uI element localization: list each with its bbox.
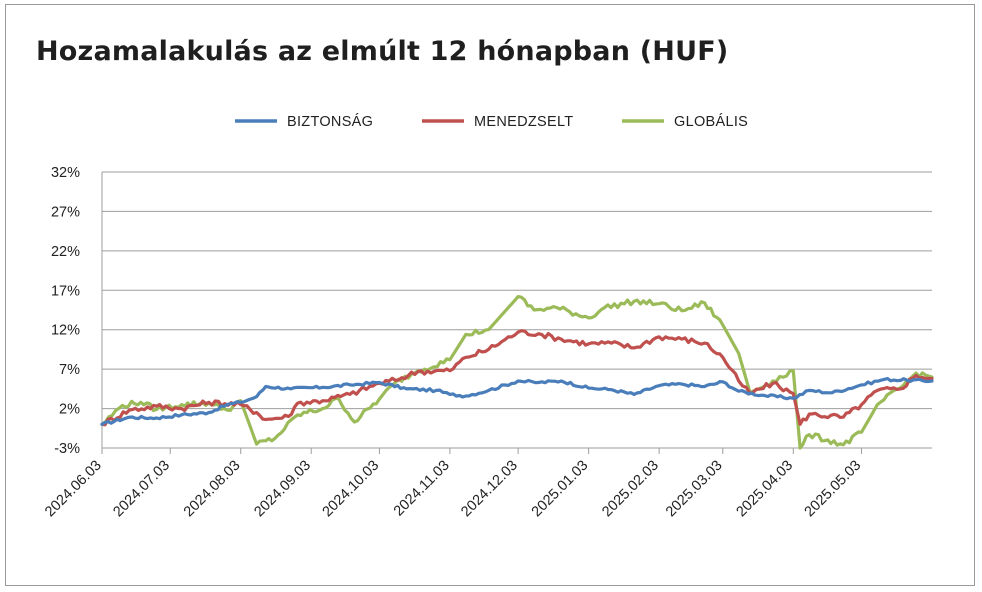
x-tick-label: 2024.12.03 xyxy=(458,458,521,521)
chart-title: Hozamalakulás az elmúlt 12 hónapban (HUF… xyxy=(36,36,729,67)
x-tick-label: 2024.08.03 xyxy=(181,458,244,521)
legend-label: GLOBÁLIS xyxy=(674,113,748,130)
series-line-0 xyxy=(100,376,934,426)
legend-label: BIZTONSÁG xyxy=(287,113,373,130)
x-tick-label: 2025.02.03 xyxy=(599,458,662,521)
y-tick-label: -3% xyxy=(54,441,80,457)
y-axis-tick-labels: 32% 27% 22% 17% 12% 7% 2% -3% xyxy=(51,165,80,457)
chart-frame xyxy=(5,4,975,586)
x-tick-label: 2024.11.03 xyxy=(391,458,453,520)
series-line-2 xyxy=(100,295,934,450)
x-tick-label: 2025.01.03 xyxy=(529,458,592,521)
x-tick-label: 2025.03.03 xyxy=(663,458,726,521)
y-tick-label: 22% xyxy=(51,244,80,260)
x-tick-label: 2024.10.03 xyxy=(320,458,383,521)
series-lines xyxy=(100,295,934,450)
x-tick-label: 2024.06.03 xyxy=(42,458,105,521)
y-tick-label: 12% xyxy=(51,323,80,339)
y-tick-label: 2% xyxy=(59,402,80,418)
y-tick-label: 32% xyxy=(51,165,80,181)
x-tick-label: 2024.09.03 xyxy=(251,458,314,521)
x-tick-label: 2025.04.03 xyxy=(733,458,796,521)
legend: BIZTONSÁG MENEDZSELT GLOBÁLIS xyxy=(235,113,748,130)
x-tick-label: 2024.07.03 xyxy=(110,458,173,521)
y-tick-label: 27% xyxy=(51,204,80,220)
y-tick-label: 7% xyxy=(59,362,80,378)
y-tick-label: 17% xyxy=(51,283,80,299)
x-tick-label: 2025.05.03 xyxy=(802,458,865,521)
legend-label: MENEDZSELT xyxy=(474,114,573,130)
x-axis: 2024.06.03 2024.07.03 2024.08.03 2024.09.03… xyxy=(42,448,864,520)
